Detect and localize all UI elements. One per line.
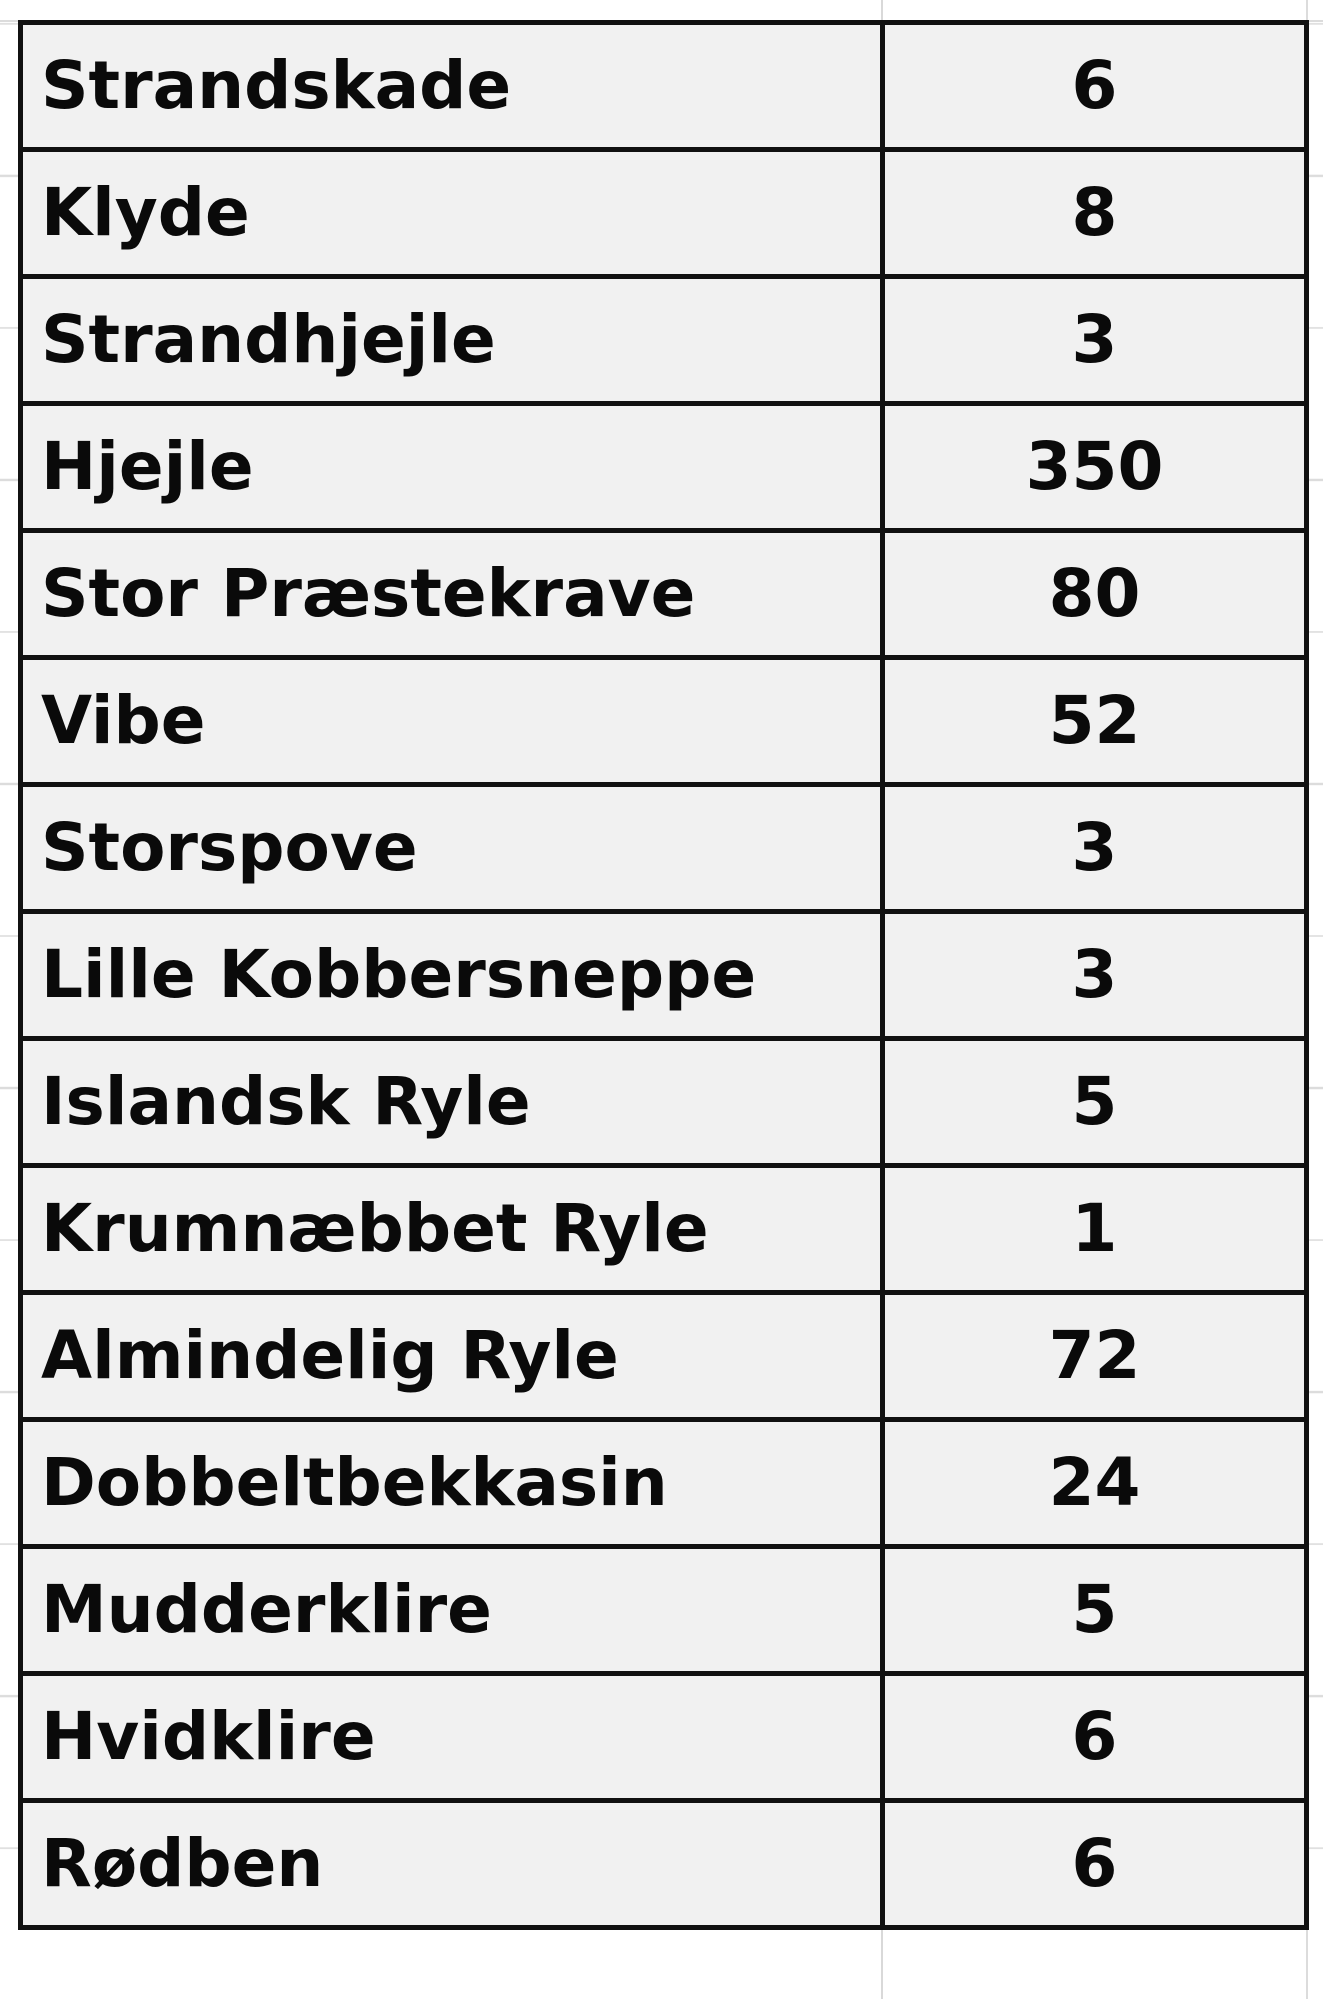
table-row: Hvidklire 6	[18, 1671, 1309, 1803]
table-row: Stor Præstekrave 80	[18, 528, 1309, 660]
table-row: Mudderklire 5	[18, 1544, 1309, 1676]
table-row: Hjejle 350	[18, 401, 1309, 533]
count-cell[interactable]: 6	[880, 1798, 1309, 1930]
count-cell[interactable]: 350	[880, 401, 1309, 533]
count-cell[interactable]: 6	[880, 1671, 1309, 1803]
species-cell[interactable]: Storspove	[18, 782, 885, 914]
species-cell[interactable]: Vibe	[18, 655, 885, 787]
species-cell[interactable]: Krumnæbbet Ryle	[18, 1163, 885, 1295]
bird-count-table: Strandskade 6 Klyde 8 Strandhjejle 3 Hje…	[18, 20, 1309, 1930]
table-row: Islandsk Ryle 5	[18, 1036, 1309, 1168]
count-cell[interactable]: 3	[880, 909, 1309, 1041]
species-cell[interactable]: Dobbeltbekkasin	[18, 1417, 885, 1549]
count-cell[interactable]: 72	[880, 1290, 1309, 1422]
count-cell[interactable]: 1	[880, 1163, 1309, 1295]
count-cell[interactable]: 5	[880, 1036, 1309, 1168]
species-cell[interactable]: Mudderklire	[18, 1544, 885, 1676]
species-cell[interactable]: Stor Præstekrave	[18, 528, 885, 660]
species-cell[interactable]: Islandsk Ryle	[18, 1036, 885, 1168]
species-cell[interactable]: Strandskade	[18, 20, 885, 152]
table-row: Storspove 3	[18, 782, 1309, 914]
table-row: Lille Kobbersneppe 3	[18, 909, 1309, 1041]
species-cell[interactable]: Almindelig Ryle	[18, 1290, 885, 1422]
species-cell[interactable]: Klyde	[18, 147, 885, 279]
species-cell[interactable]: Hjejle	[18, 401, 885, 533]
table-row: Vibe 52	[18, 655, 1309, 787]
count-cell[interactable]: 52	[880, 655, 1309, 787]
table-row: Krumnæbbet Ryle 1	[18, 1163, 1309, 1295]
table-row: Dobbeltbekkasin 24	[18, 1417, 1309, 1549]
table-row: Strandhjejle 3	[18, 274, 1309, 406]
species-cell[interactable]: Hvidklire	[18, 1671, 885, 1803]
count-cell[interactable]: 8	[880, 147, 1309, 279]
table-row: Rødben 6	[18, 1798, 1309, 1930]
count-cell[interactable]: 5	[880, 1544, 1309, 1676]
table-row: Klyde 8	[18, 147, 1309, 279]
species-cell[interactable]: Strandhjejle	[18, 274, 885, 406]
table-row: Strandskade 6	[18, 20, 1309, 152]
count-cell[interactable]: 24	[880, 1417, 1309, 1549]
species-cell[interactable]: Lille Kobbersneppe	[18, 909, 885, 1041]
table-row: Almindelig Ryle 72	[18, 1290, 1309, 1422]
count-cell[interactable]: 80	[880, 528, 1309, 660]
count-cell[interactable]: 3	[880, 274, 1309, 406]
count-cell[interactable]: 3	[880, 782, 1309, 914]
species-cell[interactable]: Rødben	[18, 1798, 885, 1930]
count-cell[interactable]: 6	[880, 20, 1309, 152]
